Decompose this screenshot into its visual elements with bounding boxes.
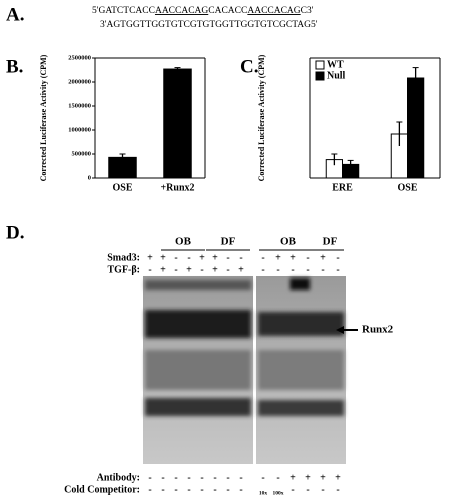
lane-mark: - (187, 472, 190, 483)
lane-mark: - (261, 252, 264, 263)
bar (407, 77, 425, 179)
lane-mark: - (239, 484, 242, 495)
lane-mark: - (213, 484, 216, 495)
lane-mark: + (160, 264, 166, 275)
lane-mark: + (199, 252, 205, 263)
panel-label: B. (6, 56, 23, 77)
x-tick-label: +Runx2 (160, 182, 194, 193)
sequence-bottom: 3'AGTGGTTGGTGTCGTGTGGTTGGTGTCGCTAG5' (100, 20, 318, 30)
lane-mark: - (148, 472, 151, 483)
lane-mark: + (212, 252, 218, 263)
y-axis-label: Corrected Luciferase Activity (CPM) (257, 54, 266, 181)
group-label: OB (280, 236, 297, 248)
sequence-segment: 5'GATCTCACC (92, 6, 155, 16)
legend-swatch (315, 71, 325, 81)
sequence-segment: C3' (301, 6, 314, 16)
row-label: Antibody: (97, 472, 140, 483)
y-tick-label: 2500000 (68, 54, 91, 61)
y-tick-label: 0 (88, 174, 91, 181)
bar (163, 68, 192, 179)
lane-mark: - (306, 484, 309, 495)
sequence-top: 5'GATCTCACCAACCACAGCACACCAACCACAGC3' (92, 6, 314, 16)
legend-swatch (315, 60, 325, 70)
lane-mark: - (174, 264, 177, 275)
lane-mark: - (226, 484, 229, 495)
group-label: DF (221, 236, 236, 248)
sequence-segment: AACCACAG (155, 6, 208, 16)
row-label: TGF-β: (108, 264, 141, 275)
lane-mark: - (187, 484, 190, 495)
lane-mark: - (336, 252, 339, 263)
y-axis-label: Corrected Luciferase Activity (CPM) (39, 54, 48, 181)
lane-mark: - (200, 484, 203, 495)
x-tick-label: OSE (397, 182, 417, 193)
row-label: Smad3: (107, 252, 140, 263)
lane-mark: - (306, 252, 309, 263)
lane-mark: - (239, 252, 242, 263)
lane-mark: - (226, 264, 229, 275)
panel-label: A. (6, 4, 24, 25)
lane-mark: - (261, 472, 264, 483)
lane-mark: - (276, 472, 279, 483)
y-tick-label: 1000000 (68, 126, 91, 133)
lane-mark: - (336, 484, 339, 495)
lane-mark: - (174, 472, 177, 483)
lane-mark: - (148, 264, 151, 275)
lane-mark: - (161, 484, 164, 495)
lane-mark: + (290, 472, 296, 483)
lane-mark: - (321, 484, 324, 495)
lane-mark: - (276, 264, 279, 275)
legend-label: WT (327, 59, 344, 70)
lane-mark: - (200, 264, 203, 275)
lane-mark: - (148, 484, 151, 495)
lane-mark: 100x (273, 490, 284, 496)
lane-mark: + (275, 252, 281, 263)
lane-mark: - (187, 252, 190, 263)
y-tick-label: 500000 (72, 150, 92, 157)
y-tick-label: 1500000 (68, 102, 91, 109)
lane-mark: - (291, 264, 294, 275)
panel-label: C. (240, 56, 258, 77)
lane-mark: - (174, 252, 177, 263)
lane-mark: + (305, 472, 311, 483)
lane-mark: + (160, 252, 166, 263)
gel: Runx2 (143, 276, 394, 464)
lane-mark: - (226, 472, 229, 483)
lane-mark: + (335, 472, 341, 483)
legend-label: Null (327, 70, 346, 81)
lane-mark: + (320, 252, 326, 263)
lane-mark: - (226, 252, 229, 263)
lane-mark: - (161, 472, 164, 483)
lane-mark: - (174, 484, 177, 495)
sequence-segment: CACACC (208, 6, 247, 16)
row-label: Cold Competitor: (64, 484, 140, 495)
gel-bands (145, 278, 344, 416)
lane-mark: - (321, 264, 324, 275)
sequence-segment: AACCACAG (247, 6, 300, 16)
x-tick-label: ERE (332, 182, 353, 193)
x-tick-label: OSE (112, 182, 132, 193)
group-label: OB (175, 236, 192, 248)
lane-mark: - (213, 472, 216, 483)
lane-mark: + (238, 264, 244, 275)
lane-mark: - (291, 484, 294, 495)
lane-mark: - (336, 264, 339, 275)
y-tick-label: 2000000 (68, 78, 91, 85)
band-label: Runx2 (362, 324, 394, 336)
lane-mark: + (147, 252, 153, 263)
lane-mark: + (320, 472, 326, 483)
group-label: DF (323, 236, 338, 248)
lane-mark: + (290, 252, 296, 263)
lane-mark: 10x (259, 490, 268, 496)
lane-mark: - (200, 472, 203, 483)
lane-mark: - (239, 472, 242, 483)
lane-mark: - (306, 264, 309, 275)
arrow-head (336, 326, 344, 334)
lane-mark: + (186, 264, 192, 275)
panel-label: D. (6, 222, 24, 243)
lane-mark: + (212, 264, 218, 275)
lane-mark: - (261, 264, 264, 275)
